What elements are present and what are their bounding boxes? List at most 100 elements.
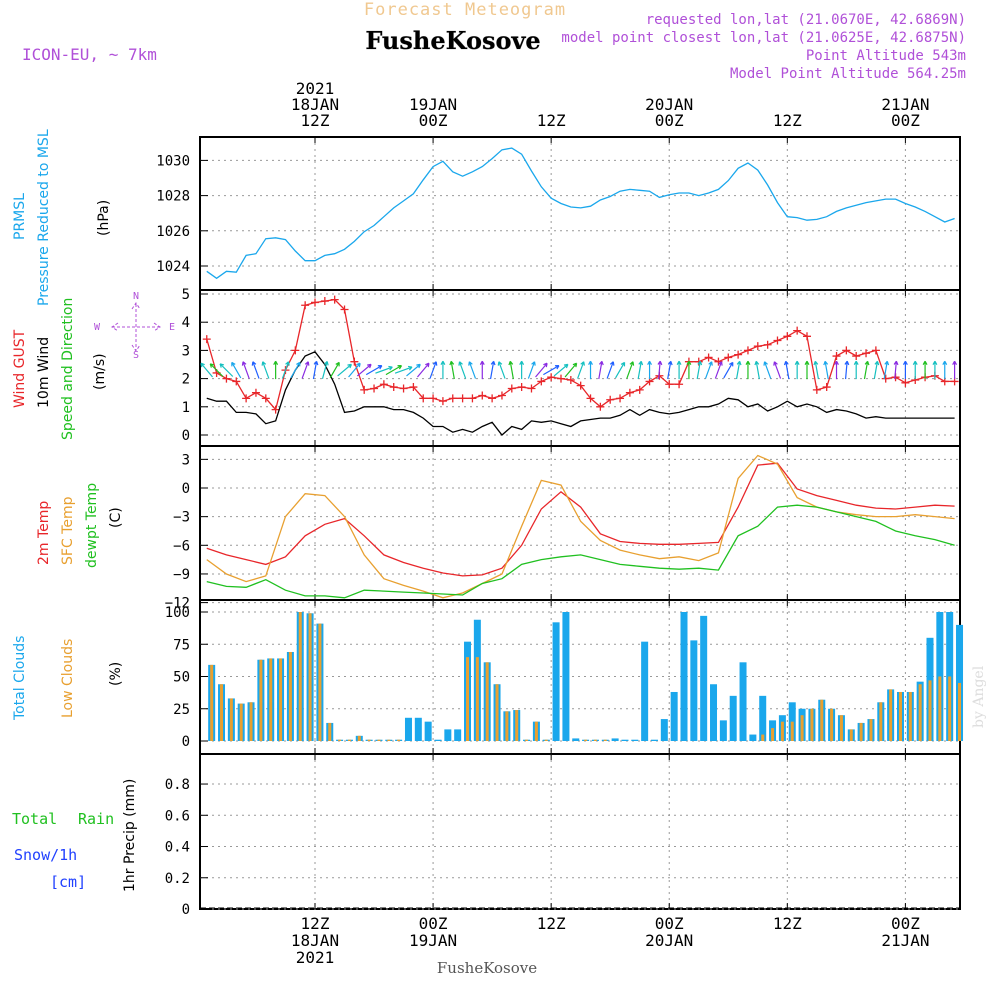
temp-series-line-2 [206,504,955,599]
low-cloud-bar [377,739,381,741]
low-cloud-bar [928,680,932,741]
wind-series-line-0 [206,298,955,411]
gust-marker [360,385,369,394]
ytick-label: 0.2 [165,871,190,887]
wind-direction-arrow [922,360,928,380]
gust-marker [320,297,329,306]
low-cloud-bar [918,684,922,741]
bottom-time-label: 12Z [773,914,802,933]
ytick-label: 0 [182,481,190,497]
top-time-label: 12Z [537,111,566,130]
ytick-label: 1 [182,400,190,416]
wind-direction-arrow [337,363,352,377]
gust-marker [379,380,388,389]
top-time-label: 12Z [301,111,330,130]
gust-marker [783,332,792,341]
precip-panel: Total Rain Snow/1h [cm] 1hr Precip (mm) … [12,753,961,918]
wind-direction-arrow [219,363,234,377]
total-cloud-bar [572,738,580,741]
precip-label-rain: Rain [78,810,114,828]
total-cloud-bar [719,720,727,741]
compass-north: N [133,291,139,302]
low-cloud-bar [269,658,273,741]
wind-direction-arrow [813,360,819,380]
low-cloud-bar [308,613,312,741]
ytick-label: 100 [165,605,190,621]
total-cloud-bar [759,695,767,741]
gust-marker [862,349,871,358]
wind-direction-arrow [273,360,279,380]
low-cloud-bar [210,664,214,741]
wind-direction-arrow [823,360,829,380]
bottom-time-label: 12Z [537,914,566,933]
top-time-label: 00Z [419,111,448,130]
pressure-label-msl: Pressure Reduced to MSL [36,129,52,306]
gust-marker [291,346,300,355]
gust-marker [202,335,211,344]
gust-marker [832,352,841,361]
bottom-time-label: 21JAN [881,931,929,950]
wind-direction-arrow [704,361,713,379]
gust-marker [773,336,782,345]
wind-direction-arrow [468,361,477,379]
wind-direction-arrow [348,362,361,378]
compass-arrows [111,302,161,352]
low-cloud-bar [288,651,292,741]
wind-direction-arrow [406,363,421,377]
low-cloud-bar [938,676,942,741]
wind-series-line-1 [206,351,955,436]
wind-direction-arrow [209,363,224,377]
gust-marker [350,357,359,366]
gust-marker [222,374,231,383]
wind-direction-arrow [535,362,548,378]
ytick-label: 5 [182,287,190,303]
gust-marker [635,385,644,394]
top-time-label: 00Z [891,111,920,130]
gust-marker [547,373,556,382]
low-cloud-bar [485,662,489,741]
wind-direction-arrow [519,360,525,380]
gust-marker [803,332,811,341]
wind-direction-arrow [281,361,290,379]
wind-direction-arrow [200,362,214,378]
low-cloud-bar [948,676,952,741]
panel-frame [199,753,961,910]
precip-label-total: Total [12,810,57,828]
bottom-time-label: 20JAN [645,931,693,950]
compass-south: S [133,350,139,361]
wind-direction-arrow [479,360,485,380]
ytick-label: 75 [173,637,190,653]
ytick-label: 4 [182,315,190,331]
wind-direction-arrow [606,361,615,379]
low-cloud-bar [475,657,479,741]
ytick-label: 0 [182,428,190,444]
gust-marker [468,394,477,403]
gust-marker [419,394,428,403]
ytick-label: −6 [173,538,190,554]
wind-direction-arrow [637,360,644,380]
gust-marker [724,353,733,362]
gust-marker [527,384,536,393]
pressure-panel: PRMSL Pressure Reduced to MSL (hPa) 1024… [12,129,961,306]
ytick-label: 50 [173,670,190,686]
low-cloud-bar [859,722,863,741]
gust-marker [616,394,625,403]
low-cloud-bar [889,689,893,741]
gust-marker [596,402,605,411]
ytick-label: 0.4 [165,840,190,856]
low-cloud-bar [367,739,371,741]
gust-marker [311,298,319,307]
wind-direction-arrow [676,360,682,380]
wind-direction-arrow [553,363,569,377]
total-cloud-bar [680,612,688,741]
low-cloud-bar [800,715,804,741]
bottom-time-label: 00Z [655,914,684,933]
ytick-label: −3 [173,510,190,526]
pressure-labels: PRMSL Pressure Reduced to MSL (hPa) [12,129,112,306]
wind-direction-arrow [714,361,723,379]
wind-direction-arrow [754,360,760,380]
low-cloud-bar [603,739,607,741]
low-cloud-bar [220,684,224,741]
ytick-label: 1030 [156,153,190,169]
wind-direction-arrow [497,361,506,379]
